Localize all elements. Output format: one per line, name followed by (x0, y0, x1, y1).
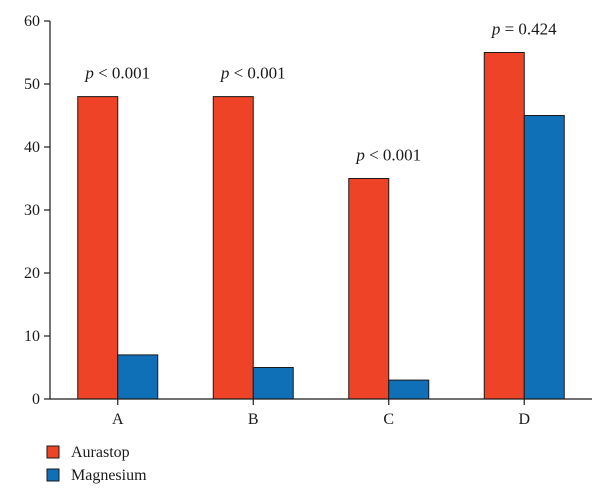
bar-magnesium-c (388, 379, 430, 400)
y-tick-label: 0 (32, 391, 40, 408)
legend-swatch-aurastop (46, 445, 60, 459)
y-tick-label: 30 (24, 202, 40, 219)
bar-magnesium-d (523, 115, 565, 400)
bar-aurastop-b (212, 96, 254, 400)
bar-magnesium-a (117, 354, 159, 400)
y-tick-label: 50 (24, 76, 40, 93)
p-value-annotation-a: p < 0.001 (84, 64, 150, 83)
x-tick-label-b: B (248, 411, 259, 428)
bar-aurastop-a (77, 96, 119, 400)
bar-aurastop-c (348, 178, 390, 400)
p-value-annotation-d: p = 0.424 (491, 20, 557, 39)
x-tick-label-d: D (518, 411, 530, 428)
p-value-annotation-c: p < 0.001 (355, 146, 421, 165)
y-tick-label: 10 (24, 328, 40, 345)
legend-label-aurastop: Aurastop (71, 444, 130, 461)
p-value-annotation-b: p < 0.001 (220, 64, 286, 83)
x-tick-label-c: C (383, 411, 394, 428)
y-tick-label: 60 (24, 13, 40, 30)
legend-swatch-magnesium (46, 468, 60, 482)
bar-aurastop-d (483, 52, 525, 400)
legend-label-magnesium: Magnesium (71, 467, 147, 484)
x-tick-label-a: A (112, 411, 124, 428)
bar-magnesium-b (252, 367, 294, 400)
y-tick-label: 40 (24, 139, 40, 156)
y-tick-label: 20 (24, 265, 40, 282)
